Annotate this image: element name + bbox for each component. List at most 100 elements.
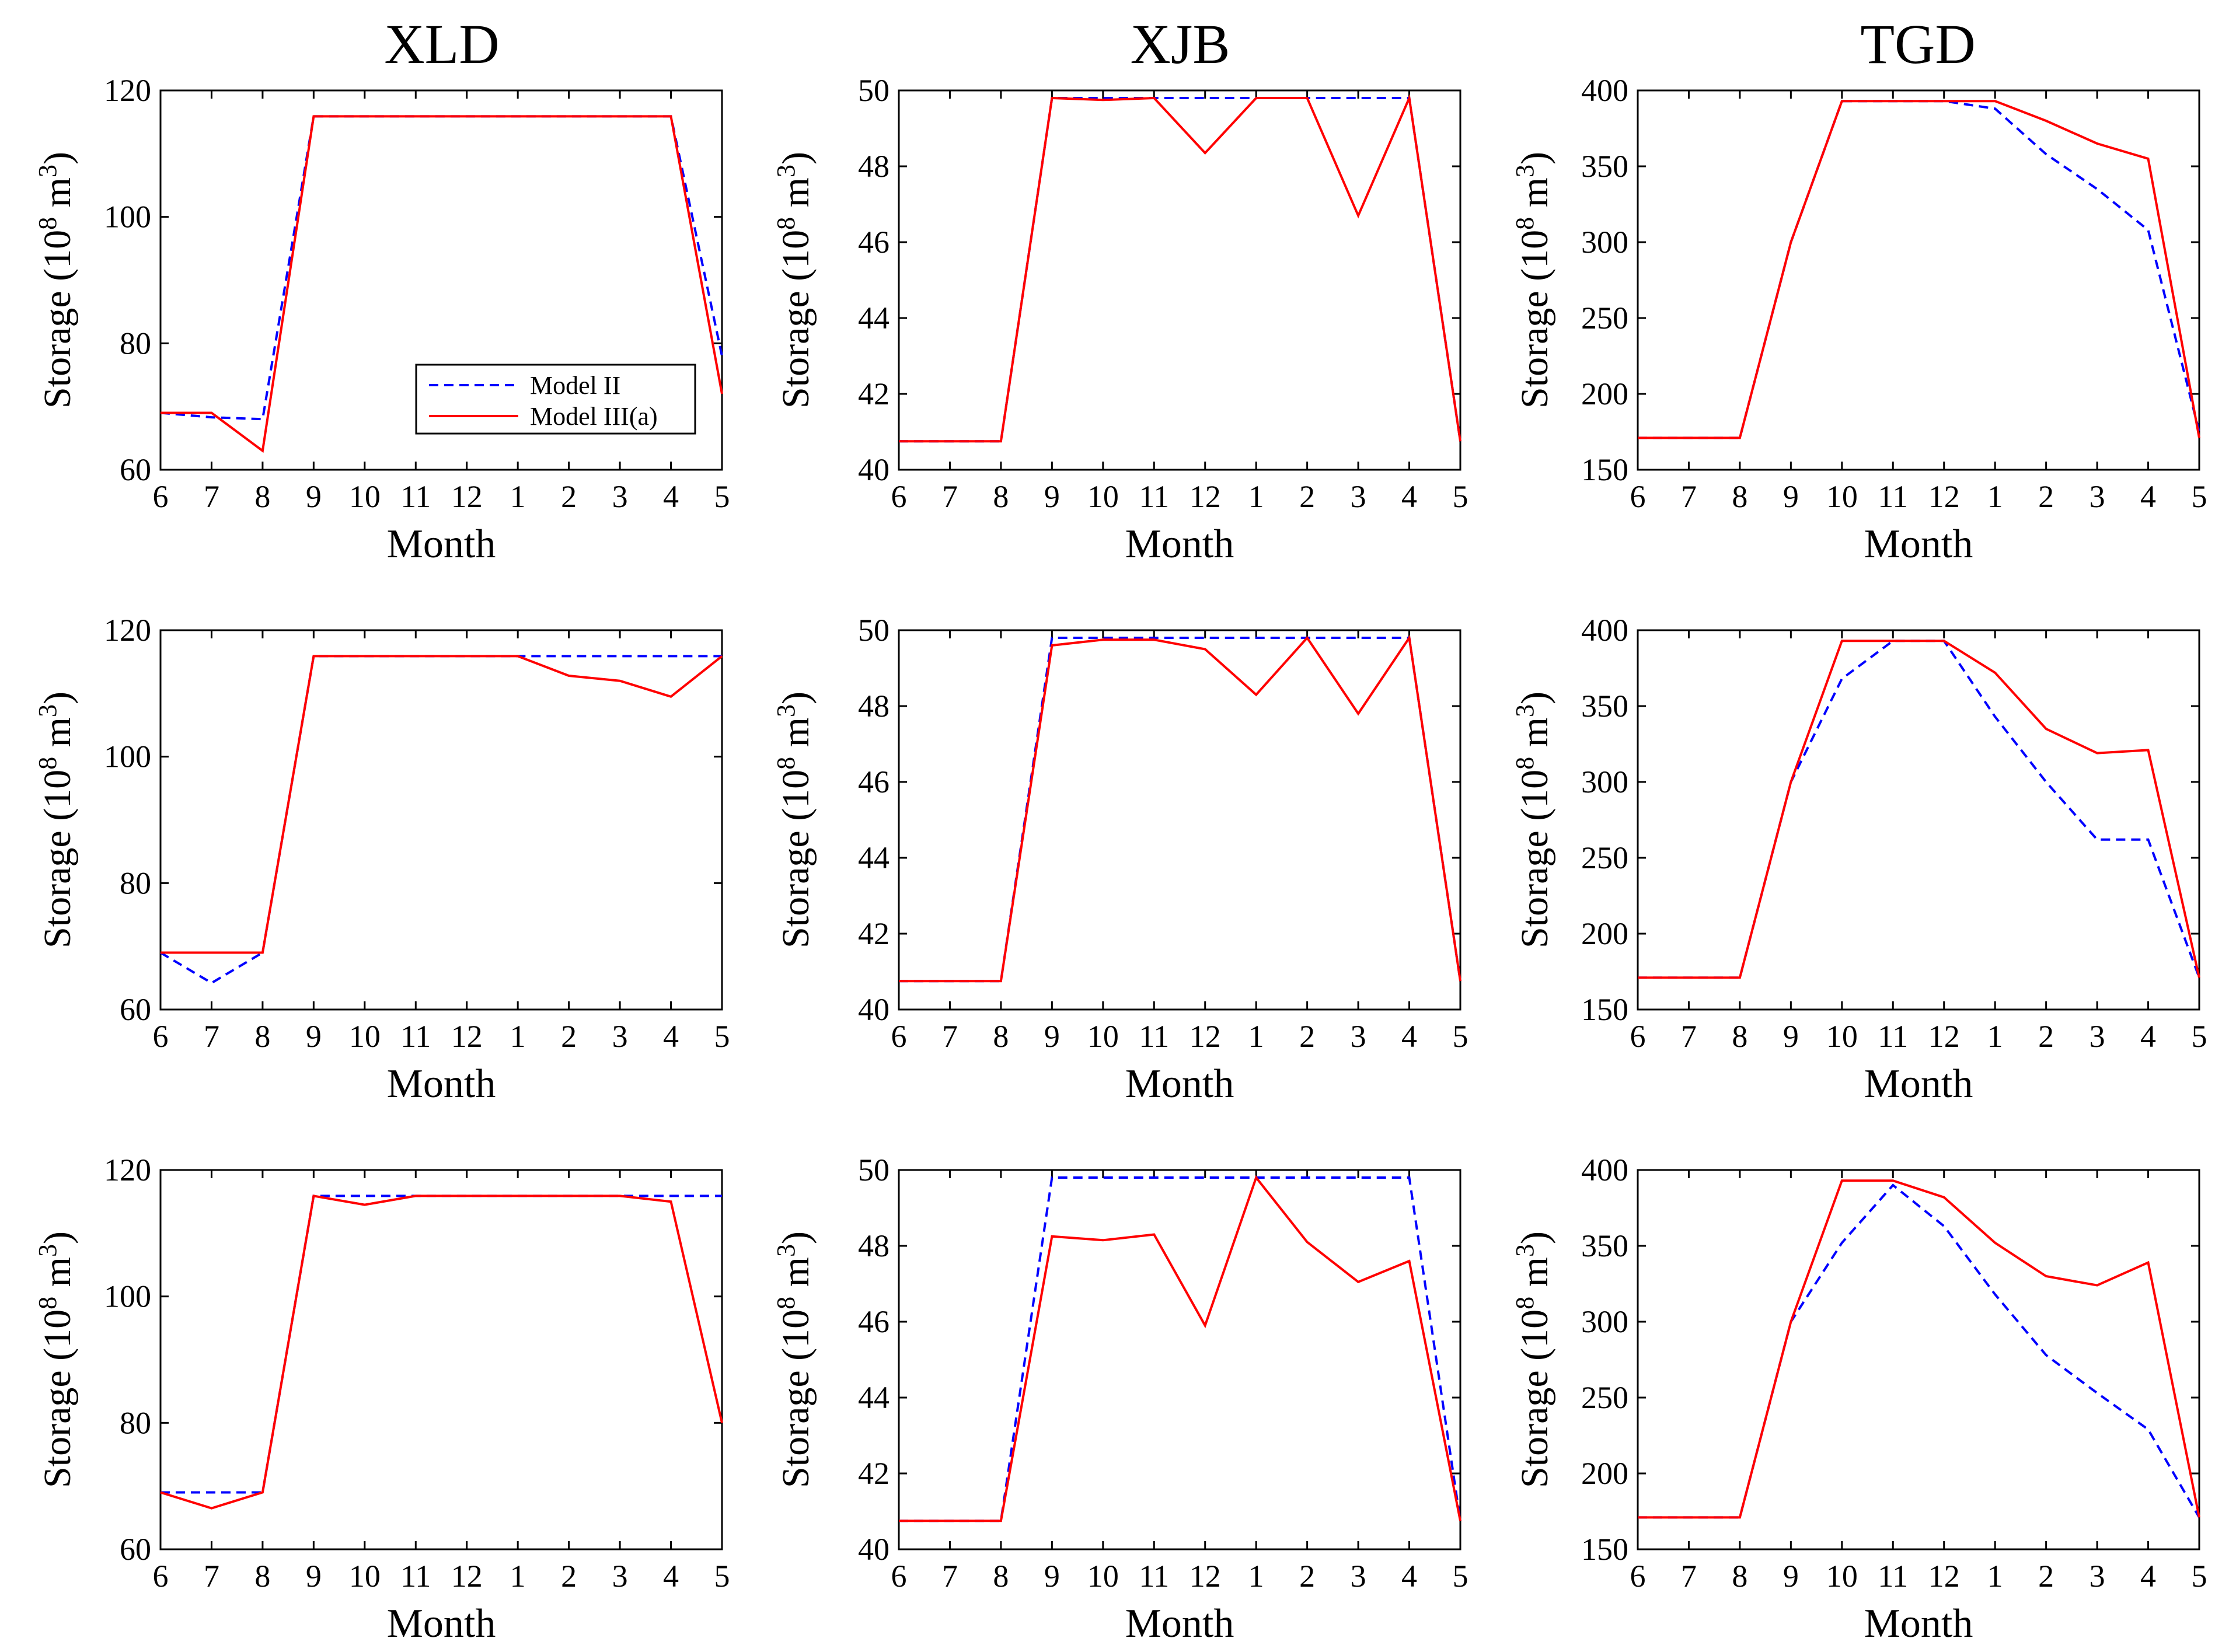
y-tick-label: 46: [858, 764, 889, 799]
x-tick-label: 5: [714, 1559, 730, 1594]
x-tick-label: 12: [1190, 479, 1221, 514]
x-tick-label: 9: [1783, 1019, 1799, 1054]
series-line-model-iii-a: [1638, 1179, 2200, 1519]
series-line-model-iii-a: [1638, 640, 2200, 979]
y-tick-label: 42: [858, 916, 889, 951]
x-axis-label: Month: [1864, 522, 1973, 567]
x-tick-label: 11: [400, 479, 431, 514]
x-tick-label: 7: [942, 1019, 958, 1054]
x-axis-label: Month: [1864, 1601, 1973, 1646]
x-tick-label: 12: [1928, 479, 1960, 514]
y-tick-label: 350: [1581, 1228, 1628, 1263]
y-tick-label: 400: [1581, 613, 1628, 648]
x-tick-label: 5: [2192, 1019, 2207, 1054]
y-axis-label: Storage (108 m3): [33, 1231, 79, 1488]
y-tick-label: 42: [858, 1456, 889, 1491]
y-tick-label: 44: [858, 1380, 889, 1415]
x-tick-label: 10: [1826, 479, 1858, 514]
y-tick-label: 100: [104, 200, 151, 235]
x-tick-label: 9: [1044, 479, 1060, 514]
x-tick-label: 12: [1190, 1559, 1221, 1594]
x-tick-label: 6: [1630, 479, 1646, 514]
series-line-model-iii-a: [899, 1175, 1461, 1522]
y-tick-label: 250: [1581, 301, 1628, 336]
y-tick-label: 60: [120, 992, 151, 1027]
x-tick-label: 12: [451, 479, 483, 514]
y-tick-label: 200: [1581, 1456, 1628, 1491]
x-tick-label: 7: [942, 1559, 958, 1594]
x-tick-label: 6: [891, 479, 907, 514]
y-tick-label: 60: [120, 1532, 151, 1567]
y-axis-label: Storage (108 m3): [33, 691, 79, 948]
x-tick-label: 7: [942, 479, 958, 514]
y-tick-label: 40: [858, 1532, 889, 1567]
x-tick-label: 1: [1987, 1559, 2003, 1594]
x-tick-label: 9: [306, 479, 322, 514]
x-tick-label: 4: [663, 1019, 679, 1054]
x-tick-label: 8: [993, 1559, 1009, 1594]
x-tick-label: 5: [714, 1019, 730, 1054]
x-tick-label: 7: [1681, 1019, 1697, 1054]
x-tick-label: 5: [1453, 1559, 1468, 1594]
series-line-model-ii: [1638, 1183, 2200, 1519]
series-line-model-iii-a: [161, 115, 723, 453]
x-tick-label: 8: [254, 1559, 270, 1594]
legend-label-model-ii: Model II: [530, 371, 620, 400]
x-tick-label: 2: [1299, 479, 1315, 514]
x-tick-label: 8: [1732, 479, 1747, 514]
y-tick-label: 50: [858, 1152, 889, 1188]
y-tick-label: 400: [1581, 1152, 1628, 1188]
y-tick-label: 200: [1581, 376, 1628, 411]
axes-box: [898, 89, 1461, 471]
y-tick-label: 60: [120, 452, 151, 487]
x-tick-label: 4: [2140, 1559, 2156, 1594]
y-tick-label: 46: [858, 225, 889, 260]
x-tick-label: 4: [2140, 1019, 2156, 1054]
x-tick-label: 1: [1248, 1559, 1264, 1594]
x-tick-label: 6: [153, 479, 169, 514]
y-tick-label: 350: [1581, 689, 1628, 724]
x-tick-label: 6: [891, 1559, 907, 1594]
x-tick-label: 5: [2192, 479, 2207, 514]
x-tick-label: 1: [1248, 479, 1264, 514]
column-title-xjb: XJB: [1131, 13, 1230, 75]
x-axis-label: Month: [1125, 1601, 1234, 1646]
axes-box: [898, 629, 1461, 1011]
y-tick-label: 250: [1581, 840, 1628, 875]
x-tick-label: 2: [2038, 1559, 2054, 1594]
y-tick-label: 80: [120, 326, 151, 361]
axes-box: [898, 1169, 1461, 1550]
axes-box: [159, 629, 723, 1011]
x-tick-label: 6: [153, 1559, 169, 1594]
series-line-model-iii-a: [1638, 100, 2200, 439]
x-tick-label: 10: [1087, 1019, 1119, 1054]
series-line-model-iii-a: [160, 1195, 723, 1510]
legend-label-model-iii-a: Model III(a): [530, 402, 658, 431]
x-tick-label: 8: [1732, 1019, 1747, 1054]
x-tick-label: 3: [612, 1019, 628, 1054]
x-tick-label: 1: [1987, 479, 2003, 514]
x-tick-label: 2: [1299, 1559, 1315, 1594]
x-tick-label: 11: [1878, 1019, 1908, 1054]
x-tick-label: 7: [204, 1559, 219, 1594]
x-tick-label: 1: [1987, 1019, 2003, 1054]
x-tick-label: 5: [1453, 1019, 1468, 1054]
x-axis-label: Month: [387, 1601, 496, 1646]
column-title-tgd: TGD: [1860, 13, 1975, 75]
x-tick-label: 7: [1681, 1559, 1697, 1594]
x-tick-label: 2: [2038, 1019, 2054, 1054]
x-tick-label: 12: [1928, 1019, 1960, 1054]
x-tick-label: 5: [2192, 1559, 2207, 1594]
y-tick-label: 40: [858, 452, 889, 487]
x-tick-label: 4: [1401, 1019, 1417, 1054]
x-tick-label: 9: [306, 1019, 322, 1054]
y-tick-label: 100: [104, 739, 151, 774]
